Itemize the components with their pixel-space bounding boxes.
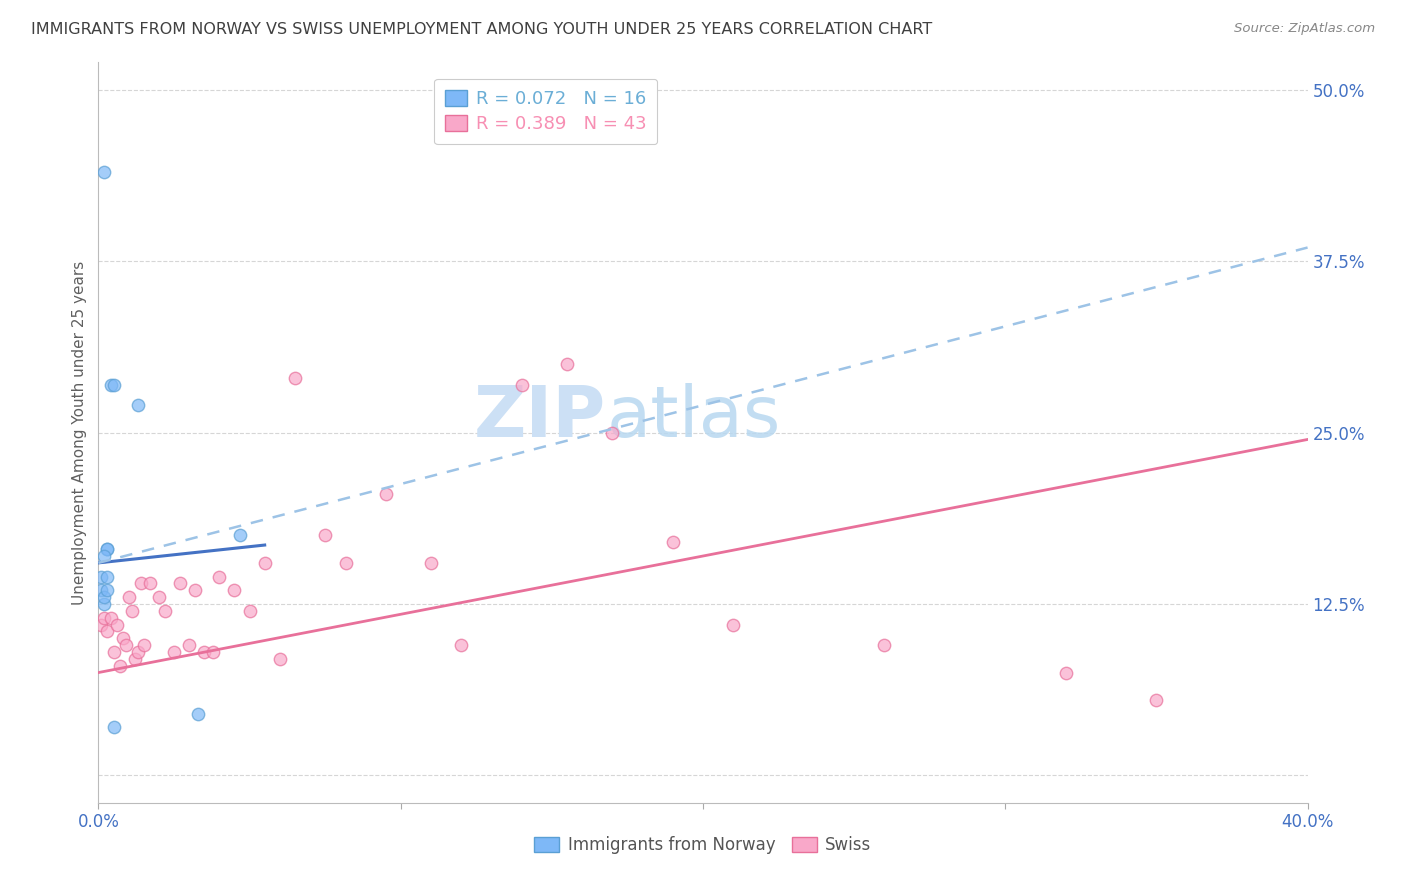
Point — [1054, 665, 1077, 680]
Point — [184, 583, 207, 598]
Point — [127, 645, 149, 659]
Point — [103, 720, 125, 734]
Point — [239, 604, 262, 618]
Text: Source: ZipAtlas.com: Source: ZipAtlas.com — [1234, 22, 1375, 36]
Point — [1144, 693, 1167, 707]
Point — [420, 556, 443, 570]
Point — [100, 377, 122, 392]
Point — [450, 638, 472, 652]
Point — [105, 617, 128, 632]
Point — [100, 610, 122, 624]
Point — [873, 638, 896, 652]
Point — [108, 658, 131, 673]
Point — [284, 371, 307, 385]
Point — [96, 569, 118, 583]
Point — [224, 583, 246, 598]
Point — [510, 377, 533, 392]
Point — [269, 652, 291, 666]
Point — [148, 590, 170, 604]
Point — [208, 569, 231, 583]
Point — [96, 624, 118, 639]
Point — [187, 706, 209, 721]
Point — [202, 645, 225, 659]
Text: atlas: atlas — [606, 384, 780, 452]
Point — [253, 556, 276, 570]
Point — [96, 542, 118, 557]
Point — [93, 165, 115, 179]
Point — [103, 645, 125, 659]
Point — [153, 604, 176, 618]
Point — [139, 576, 162, 591]
Point — [90, 569, 112, 583]
Point — [555, 357, 578, 371]
Point — [96, 542, 118, 557]
Point — [163, 645, 186, 659]
Point — [661, 535, 683, 549]
Point — [193, 645, 215, 659]
Point — [127, 398, 149, 412]
Text: IMMIGRANTS FROM NORWAY VS SWISS UNEMPLOYMENT AMONG YOUTH UNDER 25 YEARS CORRELAT: IMMIGRANTS FROM NORWAY VS SWISS UNEMPLOY… — [31, 22, 932, 37]
Y-axis label: Unemployment Among Youth under 25 years: Unemployment Among Youth under 25 years — [72, 260, 87, 605]
Point — [93, 549, 115, 563]
Point — [169, 576, 191, 591]
Point — [602, 425, 624, 440]
Point — [314, 528, 336, 542]
Point — [129, 576, 152, 591]
Point — [93, 597, 115, 611]
Point — [229, 528, 252, 542]
Point — [96, 583, 118, 598]
Point — [114, 638, 136, 652]
Point — [111, 632, 134, 646]
Point — [93, 610, 115, 624]
Point — [132, 638, 155, 652]
Point — [121, 604, 143, 618]
Point — [90, 617, 112, 632]
Point — [103, 377, 125, 392]
Point — [124, 652, 146, 666]
Text: ZIP: ZIP — [474, 384, 606, 452]
Point — [179, 638, 201, 652]
Point — [723, 617, 745, 632]
Point — [374, 487, 396, 501]
Point — [93, 590, 115, 604]
Point — [118, 590, 141, 604]
Point — [335, 556, 357, 570]
Legend: Immigrants from Norway, Swiss: Immigrants from Norway, Swiss — [527, 830, 879, 861]
Point — [90, 583, 112, 598]
